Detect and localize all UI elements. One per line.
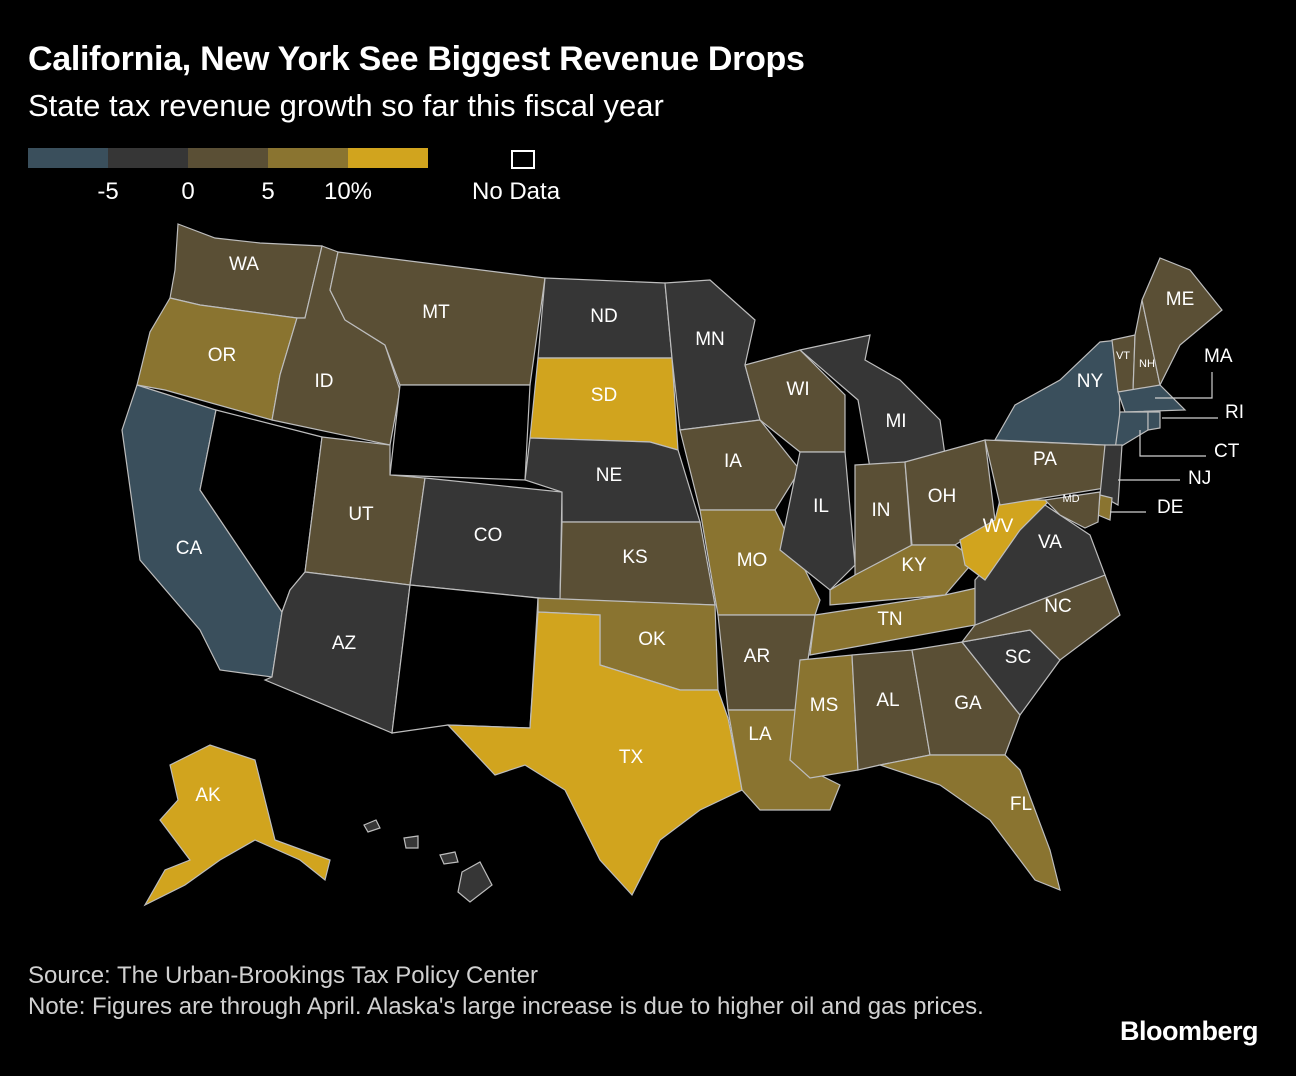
state-label-ia: IA <box>724 451 742 472</box>
state-label-ok: OK <box>638 629 666 650</box>
chart-subtitle: State tax revenue growth so far this fis… <box>28 88 664 123</box>
state-label-mi: MI <box>885 411 906 432</box>
leader-line-ct <box>1139 430 1206 457</box>
state-label-vt: VT <box>1116 350 1130 362</box>
legend-tick: 0 <box>181 178 195 205</box>
state-label-ut: UT <box>348 504 374 525</box>
state-il[interactable] <box>779 451 856 591</box>
leader-line-ma <box>1155 372 1213 399</box>
state-label-in: IN <box>872 500 891 521</box>
state-label-ar: AR <box>744 646 770 667</box>
state-label-nh: NH <box>1139 358 1155 370</box>
state-label-nj: NJ <box>1188 468 1211 489</box>
state-label-tx: TX <box>619 747 644 768</box>
state-label-ak: AK <box>195 785 221 806</box>
state-ri[interactable] <box>1147 411 1161 431</box>
state-label-va: VA <box>1038 532 1062 553</box>
chart-title: California, New York See Biggest Revenue… <box>28 40 805 78</box>
state-label-nc: NC <box>1044 596 1071 617</box>
legend-swatch <box>28 148 108 168</box>
state-ky[interactable] <box>829 544 976 606</box>
state-ak[interactable] <box>143 744 331 907</box>
legend-swatch <box>108 148 188 168</box>
state-label-ne: NE <box>596 465 622 486</box>
state-md[interactable] <box>1043 491 1101 529</box>
state-label-ri: RI <box>1225 402 1244 423</box>
state-label-ky: KY <box>901 555 927 576</box>
state-label-ma: MA <box>1204 346 1233 367</box>
bloomberg-logo: Bloomberg <box>1119 1016 1259 1046</box>
state-label-pa: PA <box>1033 449 1057 470</box>
state-ct[interactable] <box>1114 411 1149 452</box>
state-label-az: AZ <box>332 633 357 654</box>
state-label-ca: CA <box>176 538 203 559</box>
state-label-il: IL <box>813 496 829 517</box>
state-ia[interactable] <box>679 419 801 511</box>
state-ny[interactable] <box>993 339 1121 451</box>
state-mn[interactable] <box>664 279 761 431</box>
state-label-me: ME <box>1166 289 1195 310</box>
state-label-al: AL <box>876 690 899 711</box>
state-label-oh: OH <box>928 486 957 507</box>
state-label-de: DE <box>1157 497 1183 518</box>
state-label-or: OR <box>208 345 237 366</box>
state-fl[interactable] <box>877 754 1061 891</box>
state-label-md: MD <box>1062 493 1079 505</box>
legend-tick: 5 <box>261 178 275 205</box>
state-hi-islands <box>439 851 459 865</box>
state-label-wv: WV <box>983 516 1014 537</box>
state-hi[interactable] <box>457 861 493 903</box>
state-tx[interactable] <box>446 611 743 897</box>
state-label-wa: WA <box>229 254 259 275</box>
state-label-sc: SC <box>1005 647 1031 668</box>
state-ma[interactable] <box>1117 384 1187 413</box>
no-data-swatch <box>511 150 535 169</box>
state-ga[interactable] <box>911 641 1021 756</box>
state-hi-islands <box>403 835 419 849</box>
legend-tick: -5 <box>97 178 119 205</box>
state-label-ny: NY <box>1077 371 1104 392</box>
legend-swatch <box>188 148 268 168</box>
no-data-label: No Data <box>472 178 561 205</box>
state-label-fl: FL <box>1010 794 1032 815</box>
state-label-tn: TN <box>877 609 902 630</box>
legend-swatch <box>268 148 348 168</box>
legend-swatch <box>348 148 428 168</box>
state-label-co: CO <box>474 525 503 546</box>
state-label-nd: ND <box>590 306 617 327</box>
state-label-id: ID <box>315 371 334 392</box>
state-mo[interactable] <box>699 509 821 616</box>
state-hi-islands <box>363 819 381 833</box>
state-label-ct: CT <box>1214 441 1240 462</box>
state-label-wi: WI <box>786 379 809 400</box>
state-mt[interactable] <box>329 251 546 386</box>
legend-tick: 10% <box>323 178 373 205</box>
state-label-mn: MN <box>695 329 725 350</box>
state-label-mo: MO <box>737 550 768 571</box>
state-wy[interactable] <box>389 384 531 481</box>
state-label-ga: GA <box>954 693 982 714</box>
state-label-sd: SD <box>591 385 617 406</box>
source-text: Source: The Urban-Brookings Tax Policy C… <box>28 962 539 989</box>
state-label-ms: MS <box>810 695 839 716</box>
state-label-ks: KS <box>622 547 647 568</box>
state-ms[interactable] <box>789 654 859 779</box>
note-text: Note: Figures are through April. Alaska'… <box>28 993 984 1020</box>
state-label-mt: MT <box>422 302 450 323</box>
state-wv[interactable] <box>959 499 1052 581</box>
state-label-la: LA <box>748 724 772 745</box>
state-nm[interactable] <box>391 584 539 734</box>
state-nj[interactable] <box>1099 444 1123 506</box>
